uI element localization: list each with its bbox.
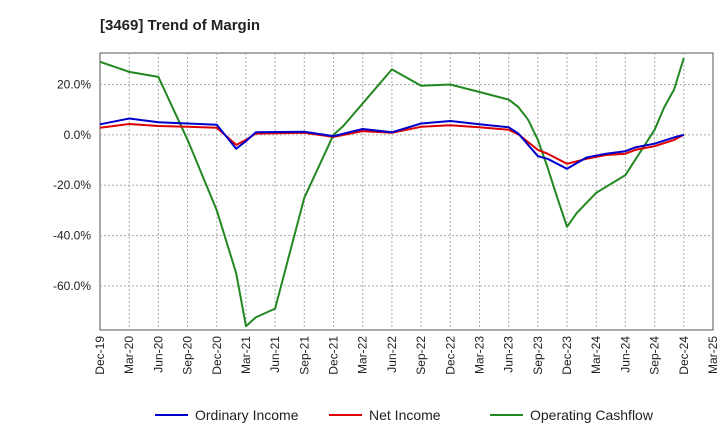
x-tick-label: Dec-21 [327, 336, 341, 375]
y-tick-label: 20.0% [57, 77, 91, 91]
x-tick-label: Dec-22 [443, 336, 457, 375]
x-tick-label: Dec-23 [560, 336, 574, 375]
x-tick-label: Jun-22 [385, 336, 399, 373]
x-tick-label: Mar-24 [589, 336, 603, 374]
y-tick-label: -20.0% [53, 178, 91, 192]
x-tick-label: Mar-23 [472, 336, 486, 374]
legend-label: Operating Cashflow [530, 407, 654, 423]
legend: Ordinary Income Net Income Operating Cashf… [155, 407, 654, 423]
legend-label: Net Income [369, 407, 441, 423]
x-tick-label: Mar-22 [356, 336, 370, 374]
x-tick-label: Dec-20 [210, 336, 224, 375]
x-tick-label: Dec-24 [677, 336, 691, 375]
y-tick-label: -60.0% [53, 279, 91, 293]
x-tick-label: Sep-21 [297, 336, 311, 375]
x-tick-label: Mar-25 [706, 336, 720, 374]
y-axis-labels: 20.0% 0.0% -20.0% -40.0% -60.0% [53, 77, 91, 292]
series-line-operating-cashflow [99, 57, 685, 328]
legend-label: Ordinary Income [195, 407, 299, 423]
x-tick-label: Jun-23 [502, 336, 516, 373]
x-tick-label: Jun-24 [618, 336, 632, 373]
x-axis-labels: Dec-19 Mar-20 Jun-20 Sep-20 Dec-20 Mar-21 Jun-… [93, 336, 720, 375]
x-tick-label: Dec-19 [93, 336, 107, 375]
x-tick-label: Sep-24 [648, 336, 662, 375]
x-tick-label: Sep-20 [181, 336, 195, 375]
x-tick-label: Mar-21 [239, 336, 253, 374]
y-tick-label: -40.0% [53, 229, 91, 243]
chart-title: [3469] Trend of Margin [100, 17, 260, 34]
x-tick-label: Jun-20 [151, 336, 165, 373]
x-tick-label: Jun-21 [268, 336, 282, 373]
series-line-ordinary-income [99, 117, 685, 170]
x-tick-label: Sep-23 [531, 336, 545, 375]
plot-area [99, 52, 714, 331]
x-tick-label: Mar-20 [122, 336, 136, 374]
x-tick-label: Sep-22 [414, 336, 428, 375]
y-tick-label: 0.0% [64, 128, 92, 142]
series-lines [99, 57, 685, 328]
